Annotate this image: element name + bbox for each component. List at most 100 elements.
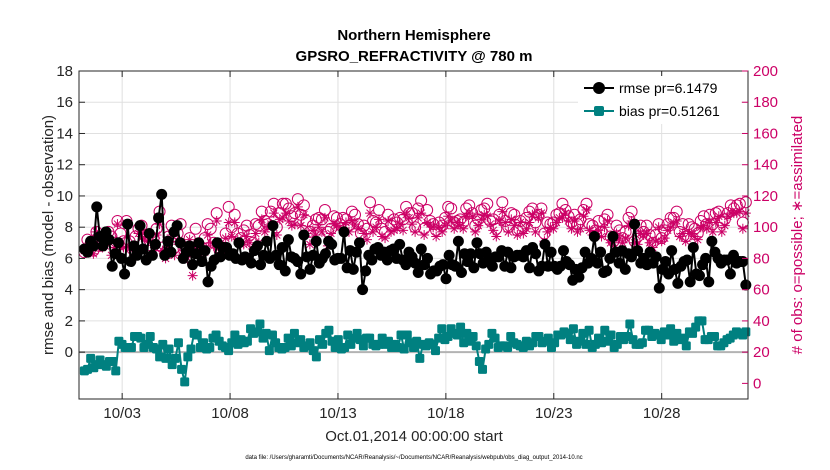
data-file-footnote: data file: /Users/gharamti/Documents/NCA… xyxy=(245,455,582,461)
rmse-point xyxy=(137,243,149,255)
obs-assimilated-point xyxy=(629,237,640,248)
obs-assimilated-point xyxy=(449,223,460,234)
bias-point xyxy=(111,366,121,376)
obs-assimilated-point xyxy=(707,226,718,237)
bias-point xyxy=(584,325,594,335)
rmse-point xyxy=(162,235,174,247)
rmse-point xyxy=(165,246,177,258)
rmse-point xyxy=(412,266,424,278)
y-tick-label: 2 xyxy=(65,313,73,330)
tick-layer: 10/03 10/08 10/13 10/18 10/23 10/28 0 2 4 6 8 10 12 1… xyxy=(56,63,778,422)
obs-assimilated-point xyxy=(470,226,481,237)
rmse-point xyxy=(573,271,585,283)
rmse-point xyxy=(146,249,158,261)
bias-point xyxy=(186,344,196,354)
obs-assimilated-point xyxy=(557,212,568,223)
obs-assimilated-point xyxy=(434,222,445,233)
obs-assimilated-point xyxy=(398,225,409,236)
obs-assimilated-point xyxy=(443,211,454,222)
obs-assimilated-point xyxy=(713,211,724,222)
rmse-point xyxy=(270,249,282,261)
obs-assimilated-point xyxy=(211,215,222,226)
y-right-tick-label: 80 xyxy=(753,250,770,267)
obs-assimilated-point xyxy=(413,212,424,223)
obs-assimilated-point xyxy=(677,228,688,239)
rmse-point xyxy=(276,241,288,253)
obs-assimilated-point xyxy=(319,212,330,223)
obs-possible-point xyxy=(388,213,401,226)
rmse-point xyxy=(591,257,603,269)
bias-point xyxy=(170,353,180,363)
obs-assimilated-point xyxy=(593,225,604,236)
obs-assimilated-point xyxy=(380,233,391,244)
obs-assimilated-point xyxy=(521,223,532,234)
obs-assimilated-point xyxy=(446,215,457,226)
rmse-point xyxy=(468,262,480,274)
rmse-point xyxy=(106,260,118,272)
obs-assimilated-point xyxy=(602,215,613,226)
obs-assimilated-point xyxy=(377,231,388,242)
y-tick-label: 12 xyxy=(56,157,73,174)
obs-assimilated-point xyxy=(542,226,553,237)
y-axis-label: rmse and bias (model - observation) xyxy=(40,115,57,355)
plot-frame xyxy=(78,70,749,400)
rmse-point xyxy=(421,252,433,264)
rmse-point xyxy=(601,265,613,277)
bias-point xyxy=(180,377,190,387)
rmse-point xyxy=(523,262,535,274)
obs-assimilated-point xyxy=(419,230,430,240)
rmse-point xyxy=(193,237,205,249)
bias-point xyxy=(255,319,265,329)
obs-assimilated-point xyxy=(187,270,198,281)
obs-assimilated-point xyxy=(536,208,547,219)
obs-assimilated-point xyxy=(223,217,234,228)
obs-assimilated-point xyxy=(407,219,418,230)
obs-assimilated-point xyxy=(479,209,490,220)
obs-assimilated-point xyxy=(734,206,745,217)
obs-possible-point xyxy=(300,214,313,227)
bias-point xyxy=(697,316,707,326)
obs-assimilated-point xyxy=(551,217,562,228)
y-right-tick-label: 20 xyxy=(753,344,770,361)
obs-assimilated-point xyxy=(428,222,439,233)
obs-assimilated-point xyxy=(229,217,240,228)
obs-assimilated-point xyxy=(650,236,661,247)
y-tick-label: 10 xyxy=(56,188,73,205)
rmse-point xyxy=(335,252,347,264)
bias-point xyxy=(311,352,321,362)
rmse-point xyxy=(350,246,362,258)
rmse-point xyxy=(292,256,304,268)
obs-assimilated-point xyxy=(365,208,376,219)
rmse-point xyxy=(143,227,155,239)
obs-assimilated-point xyxy=(88,248,99,259)
y-axis-label-right: # of obs: o=possible; ∗=assimilated xyxy=(789,116,806,355)
rmse-point xyxy=(659,256,671,268)
rmse-point xyxy=(233,237,245,249)
bias-point xyxy=(224,346,234,356)
obs-possible-point xyxy=(276,197,289,210)
x-axis-label: Oct.01,2014 00:00:00 start xyxy=(325,428,503,445)
obs-possible-point xyxy=(496,196,509,209)
rmse-point xyxy=(666,245,678,257)
rmse-point xyxy=(251,240,263,252)
obs-possible-point xyxy=(189,222,202,235)
obs-possible-point xyxy=(264,205,277,218)
obs-possible-point xyxy=(421,204,434,217)
obs-possible-point xyxy=(670,205,683,218)
obs-assimilated-point xyxy=(653,222,664,233)
bias-point xyxy=(637,338,647,348)
rmse-point xyxy=(706,235,718,247)
bias-point xyxy=(126,342,136,352)
obs-assimilated-point xyxy=(286,220,297,231)
rmse-point xyxy=(149,238,161,250)
y-right-tick-label: 40 xyxy=(753,313,770,330)
obs-assimilated-point xyxy=(638,230,649,240)
obs-assimilated-point xyxy=(250,228,261,239)
obs-assimilated-point xyxy=(509,220,520,231)
rmse-point xyxy=(650,251,662,263)
obs-assimilated-point xyxy=(488,225,499,236)
obs-assimilated-point xyxy=(563,215,574,226)
y-right-tick-label: 120 xyxy=(753,188,778,205)
obs-possible-point xyxy=(240,219,253,232)
